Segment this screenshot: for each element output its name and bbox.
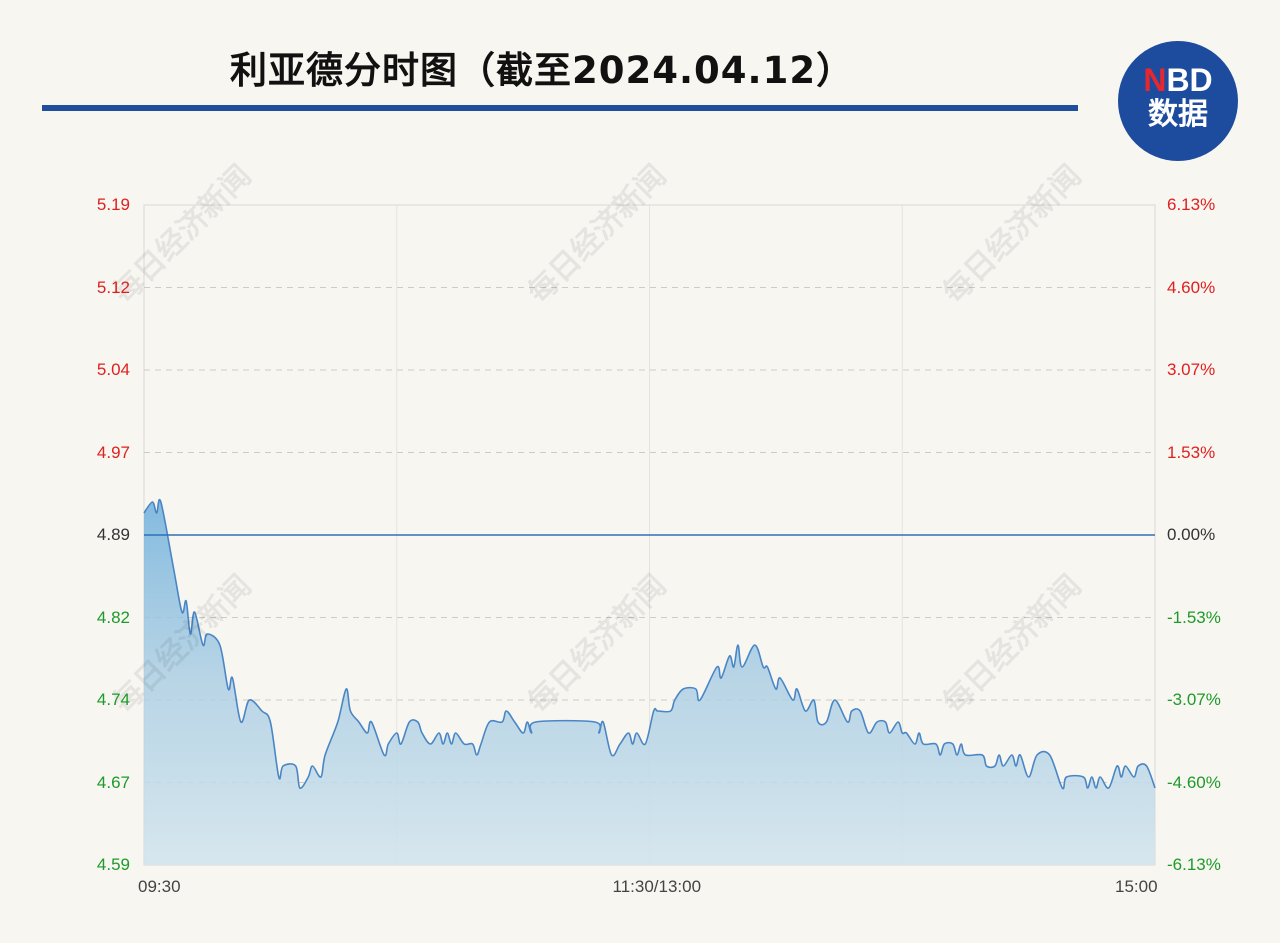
nbd-logo: NBD 数据 <box>1118 41 1238 161</box>
y-tick-label-left: 4.97 <box>96 442 130 462</box>
y-tick-label-left: 4.89 <box>96 525 130 544</box>
y-tick-label-left: 4.82 <box>96 607 130 627</box>
y-tick-label-right: 0.00% <box>1167 525 1216 544</box>
y-tick-label-left: 4.74 <box>96 690 130 709</box>
price-line <box>143 499 1156 790</box>
y-tick-label-right: -4.60% <box>1167 772 1221 792</box>
logo-n: N <box>1143 62 1167 98</box>
y-tick-label-right: 4.60% <box>1167 277 1216 297</box>
logo-bd: BD <box>1166 62 1213 98</box>
y-tick-label-left: 5.19 <box>96 195 130 214</box>
y-tick-label-left: 4.67 <box>96 772 130 792</box>
y-tick-label-right: -1.53% <box>1167 607 1221 627</box>
y-tick-label-right: 3.07% <box>1167 360 1216 379</box>
y-tick-label-right: -6.13% <box>1167 855 1221 874</box>
y-tick-label-right: 6.13% <box>1167 195 1216 214</box>
chart-title: 利亚德分时图（截至2024.04.12） <box>230 49 855 92</box>
y-tick-label-right: -3.07% <box>1167 690 1221 709</box>
x-tick-label: 09:30 <box>138 877 181 896</box>
y-tick-label-right: 1.53% <box>1167 442 1216 462</box>
y-tick-label-left: 4.59 <box>96 855 130 874</box>
y-tick-label-left: 5.04 <box>96 360 130 379</box>
price-area <box>144 499 1155 865</box>
x-tick-label: 15:00 <box>1115 877 1158 896</box>
title-underline <box>42 105 1078 111</box>
x-tick-label: 11:30/13:00 <box>612 877 702 896</box>
y-tick-label-left: 5.12 <box>96 277 130 297</box>
logo-subtitle: 数据 <box>1148 97 1208 132</box>
